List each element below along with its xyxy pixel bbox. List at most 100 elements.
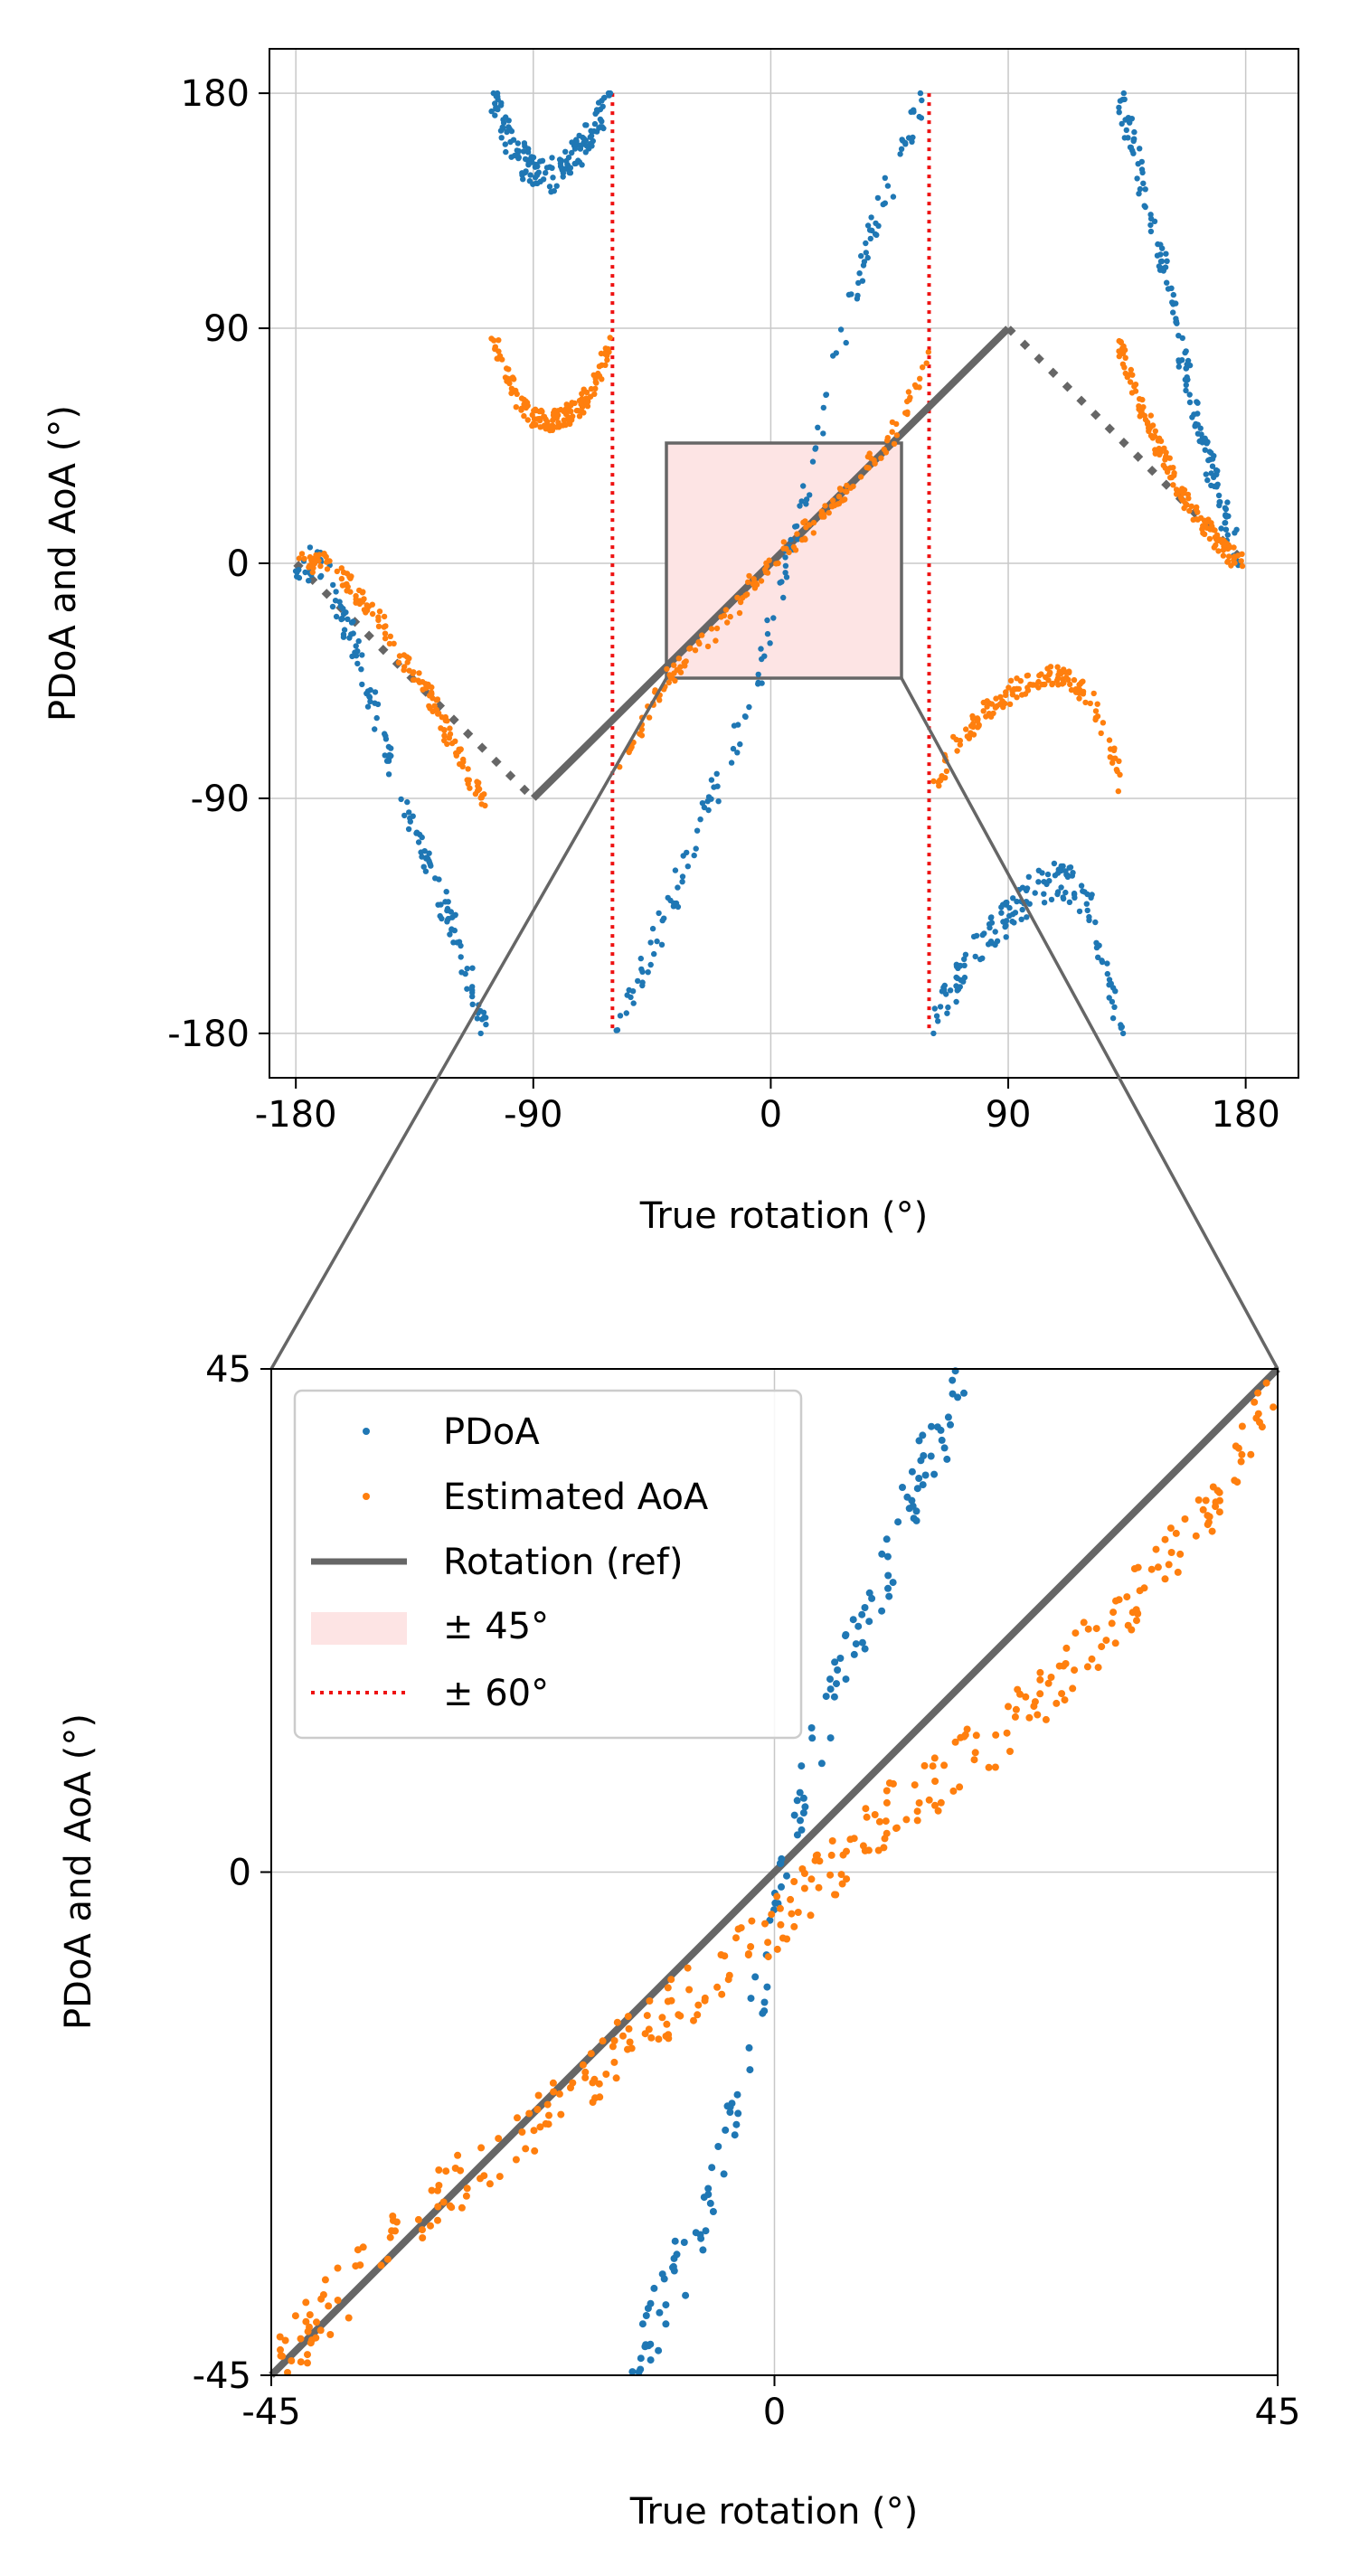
aoa-point bbox=[957, 741, 964, 748]
aoa-point bbox=[727, 613, 733, 620]
aoa-point bbox=[518, 2128, 526, 2136]
pdoa-point bbox=[421, 848, 428, 854]
pdoa-point bbox=[755, 671, 761, 678]
pdoa-point bbox=[780, 594, 787, 601]
pdoa-point bbox=[1026, 901, 1033, 907]
aoa-point bbox=[1055, 682, 1062, 688]
pdoa-point bbox=[720, 2170, 728, 2178]
aoa-point bbox=[389, 2213, 397, 2220]
aoa-point bbox=[392, 2218, 401, 2226]
pdoa-point bbox=[883, 1552, 892, 1561]
aoa-point bbox=[583, 389, 590, 396]
aoa-point bbox=[718, 1990, 726, 1998]
pdoa-point bbox=[1076, 908, 1083, 915]
aoa-point bbox=[1098, 1643, 1106, 1651]
aoa-point bbox=[713, 1983, 722, 1991]
pdoa-point bbox=[944, 1010, 950, 1016]
aoa-point bbox=[514, 391, 520, 397]
pdoa-point bbox=[524, 149, 532, 156]
pdoa-point bbox=[760, 1998, 769, 2006]
aoa-point bbox=[462, 2192, 470, 2200]
pdoa-point bbox=[919, 1481, 927, 1489]
pdoa-point bbox=[576, 132, 582, 139]
aoa-point bbox=[1194, 1496, 1203, 1504]
pdoa-point bbox=[607, 90, 614, 97]
pdoa-point bbox=[469, 984, 476, 990]
aoa-point bbox=[867, 455, 874, 461]
pdoa-point bbox=[1003, 900, 1009, 906]
aoa-point bbox=[684, 1964, 692, 1972]
pdoa-point bbox=[644, 2305, 652, 2312]
pdoa-point bbox=[977, 956, 984, 963]
pdoa-point bbox=[970, 933, 977, 940]
pdoa-point bbox=[1208, 470, 1214, 477]
pdoa-point bbox=[867, 235, 873, 242]
pdoa-point bbox=[444, 907, 450, 914]
aoa-point bbox=[783, 545, 789, 552]
aoa-point bbox=[1123, 1593, 1131, 1601]
pdoa-point bbox=[751, 1973, 760, 1981]
pdoa-point bbox=[407, 818, 413, 825]
pdoa-point bbox=[515, 140, 521, 146]
pdoa-point bbox=[861, 1645, 869, 1653]
aoa-point bbox=[1157, 438, 1165, 445]
aoa-point bbox=[1144, 419, 1151, 426]
pdoa-point bbox=[1202, 447, 1209, 453]
aoa-point bbox=[884, 438, 891, 444]
pdoa-point bbox=[938, 1436, 946, 1444]
aoa-point bbox=[602, 2071, 610, 2078]
aoa-point bbox=[422, 681, 429, 687]
aoa-point bbox=[1054, 664, 1061, 670]
pdoa-point bbox=[1048, 896, 1055, 903]
aoa-point bbox=[863, 1813, 871, 1821]
pdoa-point bbox=[961, 962, 968, 969]
aoa-point bbox=[744, 1950, 752, 1958]
pdoa-point bbox=[302, 569, 308, 576]
pdoa-point bbox=[673, 2250, 681, 2259]
aoa-point bbox=[297, 2358, 305, 2366]
pdoa-point bbox=[783, 574, 790, 580]
aoa-point bbox=[992, 1731, 1000, 1739]
pdoa-point bbox=[972, 953, 978, 960]
pdoa-point bbox=[778, 1882, 785, 1891]
aoa-point bbox=[1024, 672, 1032, 679]
aoa-point bbox=[1154, 1563, 1162, 1571]
pdoa-point bbox=[1224, 499, 1231, 505]
pdoa-point bbox=[820, 430, 826, 437]
aoa-point bbox=[881, 1835, 889, 1843]
pdoa-point bbox=[497, 102, 505, 109]
aoa-point bbox=[1190, 516, 1196, 523]
aoa-point bbox=[363, 602, 370, 609]
aoa-point bbox=[1225, 553, 1232, 560]
pdoa-point bbox=[1204, 477, 1211, 484]
aoa-point bbox=[1232, 560, 1238, 566]
pdoa-point bbox=[382, 752, 388, 759]
pdoa-point bbox=[899, 1484, 906, 1491]
legend-frame bbox=[293, 1389, 803, 1740]
aoa-point bbox=[963, 726, 969, 732]
pdoa-point bbox=[1170, 309, 1176, 316]
aoa-point bbox=[1058, 1690, 1066, 1698]
aoa-point bbox=[313, 2318, 320, 2326]
aoa-point bbox=[334, 2297, 342, 2304]
pdoa-point bbox=[354, 660, 361, 667]
pdoa-point bbox=[1041, 879, 1047, 885]
pdoa-point bbox=[776, 1859, 784, 1867]
pdoa-point bbox=[807, 1724, 816, 1731]
pdoa-point bbox=[962, 951, 969, 958]
pdoa-point bbox=[680, 2239, 688, 2246]
aoa-point bbox=[1238, 1422, 1246, 1430]
aoa-point bbox=[454, 2151, 462, 2159]
pdoa-point bbox=[469, 1001, 476, 1008]
aoa-point bbox=[878, 455, 884, 461]
aoa-point bbox=[568, 402, 574, 409]
pdoa-point bbox=[771, 1899, 779, 1907]
aoa-point bbox=[301, 555, 307, 562]
aoa-point bbox=[931, 1801, 939, 1809]
pdoa-point bbox=[1095, 954, 1101, 961]
pdoa-point bbox=[737, 741, 743, 748]
pdoa-point bbox=[708, 777, 715, 783]
pdoa-point bbox=[551, 188, 557, 194]
aoa-point bbox=[381, 613, 388, 620]
